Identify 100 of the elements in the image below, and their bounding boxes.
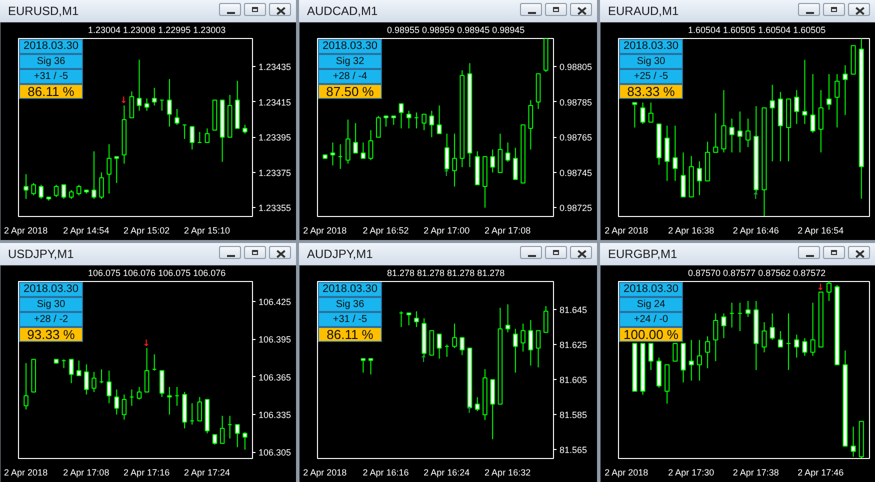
annotation: 86.11 %	[318, 327, 382, 342]
chart-title: EURGBP,M1	[600, 243, 875, 265]
candlestick	[794, 334, 800, 358]
candlestick	[672, 125, 678, 182]
annotation: Sig 36	[318, 297, 382, 312]
chart-title: USDJPY,M1	[0, 243, 296, 265]
candlestick	[648, 342, 654, 370]
candlestick	[770, 312, 775, 340]
candlestick	[144, 98, 150, 112]
text: 81.278 81.278 81.278 81.278	[387, 268, 505, 279]
x-tick-label: 2 Apr 17:08	[484, 226, 531, 236]
candlestick	[99, 172, 104, 200]
y-tick-label: 0.98765	[560, 132, 592, 143]
candlestick	[802, 338, 808, 356]
candlestick	[818, 90, 824, 153]
candlestick	[114, 156, 120, 184]
y-tick-label: 1.23395	[258, 132, 292, 143]
candlestick	[204, 128, 210, 143]
candlestick	[543, 306, 548, 333]
y-tick-label: 1.23355	[258, 203, 292, 214]
candlestick	[136, 386, 142, 400]
candlestick	[721, 312, 726, 339]
x-tick-label: 2 Apr 16:24	[424, 468, 470, 478]
candlestick	[346, 119, 350, 164]
candlestick	[746, 300, 751, 318]
x-tick-label: 2 Apr 16:52	[362, 226, 409, 236]
text: 0.87570 0.87577 0.87562 0.87572	[688, 268, 826, 279]
annotation: 2018.03.30	[318, 282, 382, 297]
candlestick	[672, 342, 678, 362]
candlestick	[76, 360, 82, 376]
candlestick	[368, 358, 374, 375]
y-tick-label: 0.98725	[560, 203, 592, 214]
candlestick	[810, 74, 816, 134]
candlestick	[360, 358, 366, 374]
candlestick	[696, 160, 702, 196]
candlestick	[368, 130, 374, 161]
annotation: +28 / -4	[318, 69, 382, 84]
annotation: ↓	[142, 338, 152, 349]
candlestick	[92, 371, 96, 392]
candlestick	[92, 150, 96, 200]
annotation: +25 / -5	[619, 69, 683, 84]
candlestick	[24, 174, 28, 200]
candlestick	[114, 388, 120, 416]
annotation: 2018.03.30	[19, 39, 83, 54]
y-tick-label: 1.23415	[258, 97, 292, 108]
candlestick	[24, 362, 28, 410]
candlestick	[452, 323, 457, 349]
x-tick-label: 2 Apr 2018	[4, 226, 48, 236]
candlestick	[106, 144, 112, 194]
annotation: 2018.03.30	[19, 282, 83, 297]
x-tick-label: 2 Apr 2018	[303, 468, 347, 478]
y-tick-label: 81.605	[560, 375, 588, 386]
candlestick	[498, 133, 503, 173]
candlestick	[220, 415, 225, 444]
x-tick-label: 2 Apr 17:38	[732, 468, 779, 478]
candlestick	[826, 74, 832, 110]
chart-title: EURAUD,M1	[600, 0, 875, 22]
x-tick-label: 2 Apr 15:02	[124, 226, 170, 236]
y-tick-label: 106.395	[258, 334, 292, 345]
candlestick	[61, 184, 66, 200]
candlestick	[713, 112, 718, 153]
x-tick-label: 2 Apr 16:32	[484, 468, 531, 478]
y-tick-label: 106.365	[258, 372, 292, 382]
candlestick	[136, 59, 142, 112]
x-tick-label: 2 Apr 17:00	[424, 226, 470, 236]
candlestick	[235, 424, 240, 448]
candlestick	[794, 90, 800, 124]
y-tick-label: 0.98745	[560, 168, 592, 178]
y-tick-label: 1.23435	[258, 62, 292, 72]
annotation: +24 / -0	[619, 312, 683, 327]
candlestick	[713, 312, 718, 362]
annotation: Sig 30	[19, 297, 83, 312]
candlestick	[810, 302, 816, 356]
candlestick	[778, 330, 783, 348]
candlestick	[429, 110, 434, 138]
x-tick-label: 2 Apr 16:16	[362, 468, 409, 478]
candlestick	[705, 336, 710, 369]
candlestick	[536, 330, 541, 368]
text: 106.075 106.076 106.075 106.076	[88, 268, 226, 279]
candlestick	[528, 320, 534, 366]
candlestick	[490, 149, 495, 173]
candlestick	[746, 118, 751, 148]
candlestick	[68, 358, 74, 384]
candlestick	[384, 116, 388, 128]
annotation: 87.50 %	[318, 84, 382, 99]
chart-title: AUDCAD,M1	[299, 0, 597, 22]
candlestick	[38, 184, 44, 200]
candlestick	[513, 328, 518, 374]
candlestick	[152, 87, 157, 106]
candlestick	[174, 108, 180, 126]
y-tick-label: 81.565	[560, 445, 588, 456]
candlestick	[54, 184, 59, 198]
candlestick	[664, 125, 670, 182]
x-tick-label: 2 Apr 2018	[4, 468, 48, 478]
chart-title: EURUSD,M1	[0, 0, 296, 22]
candlestick	[76, 184, 82, 196]
candlestick	[632, 102, 638, 128]
candlestick	[770, 84, 775, 162]
candlestick	[505, 304, 510, 333]
candlestick	[353, 122, 358, 154]
